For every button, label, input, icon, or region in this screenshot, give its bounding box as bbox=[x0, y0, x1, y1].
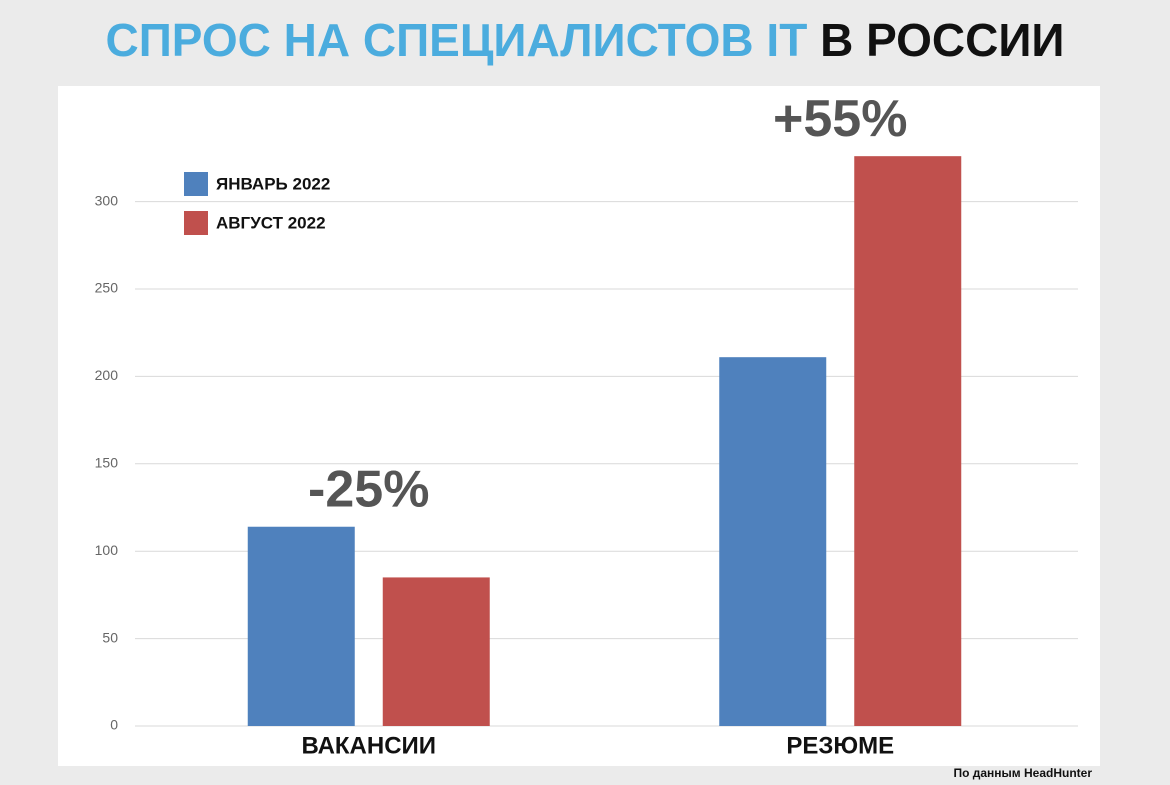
legend-label: АВГУСТ 2022 bbox=[216, 213, 326, 232]
x-tick-label: РЕЗЮМЕ bbox=[786, 732, 894, 759]
y-tick-label: 100 bbox=[95, 542, 119, 558]
y-tick-label: 250 bbox=[95, 280, 119, 296]
title-part: СПРОС НА СПЕЦИАЛИСТОВ IT bbox=[106, 14, 808, 66]
y-tick-label: 0 bbox=[110, 717, 118, 733]
y-tick-label: 200 bbox=[95, 367, 119, 383]
y-tick-label: 150 bbox=[95, 455, 119, 471]
legend-swatch bbox=[184, 211, 208, 235]
legend-label: ЯНВАРЬ 2022 bbox=[216, 174, 330, 193]
source: По данным HeadHunter bbox=[953, 766, 1092, 780]
y-tick-label: 300 bbox=[95, 192, 119, 208]
bar bbox=[382, 577, 490, 726]
bar bbox=[719, 357, 827, 726]
bar bbox=[854, 156, 962, 726]
x-tick-label: ВАКАНСИИ bbox=[301, 732, 436, 759]
legend-swatch bbox=[184, 172, 208, 196]
title-part: В РОССИИ bbox=[820, 14, 1064, 66]
annotation: -25% bbox=[308, 460, 429, 518]
chart-title: СПРОС НА СПЕЦИАЛИСТОВ IT В РОССИИ bbox=[106, 14, 1065, 66]
annotation: +55% bbox=[773, 90, 907, 148]
y-tick-label: 50 bbox=[102, 629, 118, 645]
bar bbox=[247, 526, 355, 726]
